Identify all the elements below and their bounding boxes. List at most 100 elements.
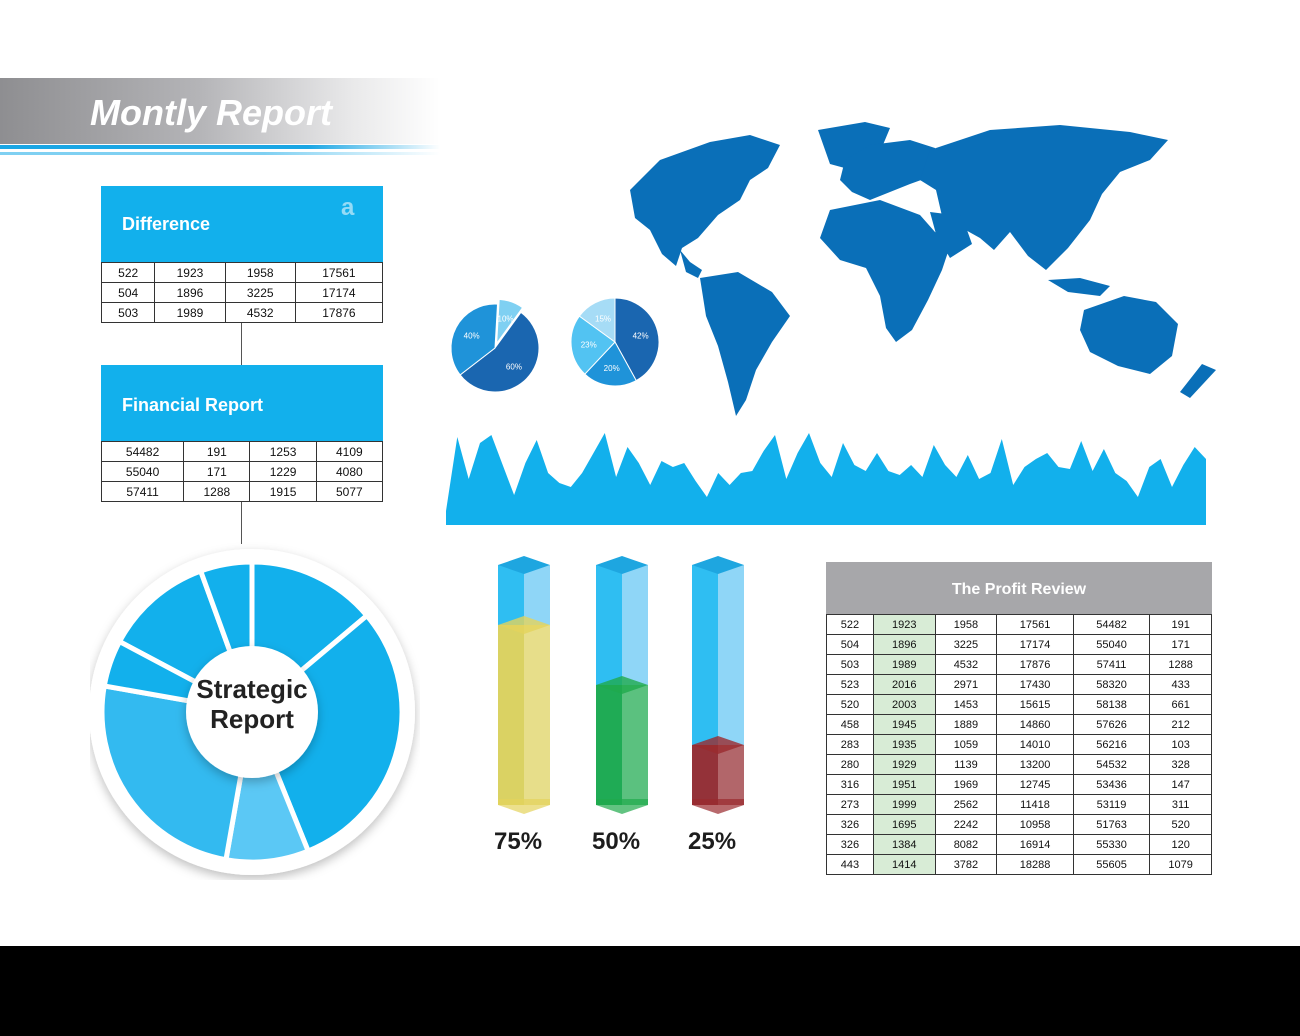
profit-table: 522 1923 1958 17561 54482 191 504 1896 3225 17174… [826,614,1212,875]
table-row: 316 1951 1969 12745 53436 147 [826,774,1212,795]
strategic-label-2: Report [210,704,294,734]
bar-top [498,556,550,574]
percent-bars [498,556,744,814]
table-cell: 1929 [872,754,936,775]
table-row: 280 1929 1139 13200 54532 328 [826,754,1212,775]
financial-header: Financial Report [101,365,383,441]
table-cell: 13200 [996,754,1074,775]
table-cell: 1414 [872,854,936,875]
table-cell: 1969 [934,774,998,795]
table-cell: 55040 [1072,634,1151,655]
table-cell: 1229 [249,461,317,482]
pie-slice [450,303,499,376]
table-cell: 17174 [294,282,384,303]
table-cell: 1896 [872,634,936,655]
table-cell: 14010 [996,734,1074,755]
table-row: 522 1923 1958 17561 [100,262,384,283]
greenland-shape [818,122,890,170]
table-cell: 2242 [934,814,998,835]
table-cell: 17561 [294,262,384,283]
table-cell: 1945 [872,714,936,735]
table-cell: 326 [826,834,874,855]
table-cell: 523 [826,674,874,695]
table-cell: 311 [1149,794,1212,815]
table-cell: 1951 [872,774,936,795]
table-cell: 1915 [249,481,317,502]
table-row: 458 1945 1889 14860 57626 212 [826,714,1212,735]
europe-shape [840,140,935,200]
table-cell: 1253 [249,441,317,462]
pie-slice [459,311,540,393]
new-zealand-shape [1180,364,1216,398]
difference-table: 522 1923 1958 17561 504 1896 3225 17174 503 1989 4… [100,262,384,323]
area-chart [446,433,1206,525]
table-cell: 1139 [934,754,998,775]
bar-fill-top [692,736,744,754]
pie-slice [584,341,637,387]
bar-base [692,799,744,814]
pie-label: 60% [506,362,522,371]
table-cell: 17876 [996,654,1074,675]
pie-chart-1: 60% 40% 10% [450,298,540,393]
table-cell: 1453 [934,694,998,715]
table-cell: 1958 [224,262,296,283]
table-row: 503 1989 4532 17876 57411 1288 [826,654,1212,675]
table-cell: 11418 [996,794,1074,815]
table-cell: 4532 [934,654,998,675]
table-cell: 1989 [872,654,936,675]
table-cell: 1288 [1149,654,1212,675]
table-row: 273 1999 2562 11418 53119 311 [826,794,1212,815]
table-cell: 504 [100,282,156,303]
table-cell: 58138 [1072,694,1151,715]
table-row: 326 1384 8082 16914 55330 120 [826,834,1212,855]
bar-label-50: 50% [592,828,641,855]
pie-label: 15% [595,314,611,323]
central-america-shape [680,250,702,278]
table-cell: 56216 [1072,734,1151,755]
table-cell: 53436 [1072,774,1151,795]
table-cell: 1889 [934,714,998,735]
bar-top [596,556,648,574]
connector-line [241,323,242,365]
pie-label: 40% [464,332,480,341]
table-cell: 1935 [872,734,936,755]
table-cell: 273 [826,794,874,815]
asia-shape [920,125,1168,270]
bar-fill [498,625,550,805]
table-cell: 171 [183,461,251,482]
table-cell: 4080 [315,461,384,482]
bar-fill-shade [524,625,550,805]
table-cell: 316 [826,774,874,795]
table-cell: 55040 [100,461,185,482]
watermark: a [341,194,355,221]
table-cell: 520 [1149,814,1212,835]
table-cell: 16914 [996,834,1074,855]
arabia-shape [930,212,972,258]
difference-header: Difference a [101,186,383,262]
bar-fill-top [498,616,550,634]
table-cell: 58320 [1072,674,1151,695]
table-cell: 8082 [934,834,998,855]
table-cell: 18288 [996,854,1074,875]
bar-fill [692,745,744,805]
table-cell: 57411 [100,481,185,502]
table-cell: 458 [826,714,874,735]
table-cell: 17561 [996,614,1074,635]
table-cell: 57411 [1072,654,1151,675]
table-cell: 10958 [996,814,1074,835]
bar-fill-top [596,676,648,694]
pie-slice [496,298,524,345]
table-row: 443 1414 3782 18288 55605 1079 [826,854,1212,875]
table-cell: 1288 [183,481,251,502]
table-cell: 5077 [315,481,384,502]
table-row: 523 2016 2971 17430 58320 433 [826,674,1212,695]
donut-center [186,646,318,778]
table-cell: 1079 [1149,854,1212,875]
bar-label-25: 25% [688,828,737,855]
table-row: 283 1935 1059 14010 56216 103 [826,734,1212,755]
table-cell: 171 [1149,634,1212,655]
pie-label: 23% [581,340,597,349]
donut-slices [99,559,405,865]
table-cell: 17174 [996,634,1074,655]
table-cell: 4109 [315,441,384,462]
